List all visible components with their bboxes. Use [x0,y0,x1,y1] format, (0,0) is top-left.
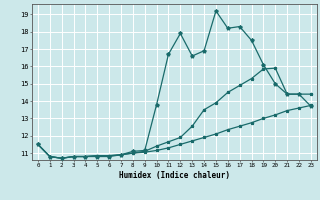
X-axis label: Humidex (Indice chaleur): Humidex (Indice chaleur) [119,171,230,180]
